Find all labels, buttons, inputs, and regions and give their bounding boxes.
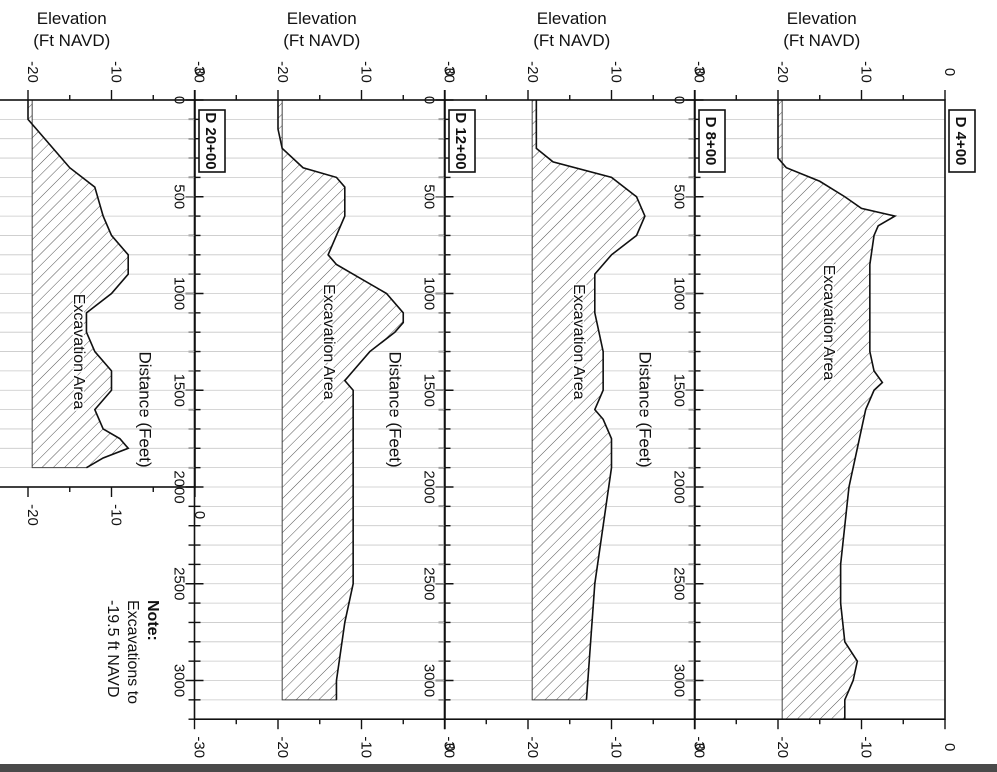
elevation-tick-label: 0	[441, 743, 458, 751]
section-title-box	[948, 109, 976, 173]
excavation-area-label: Excavation Area	[570, 284, 587, 400]
elevation-tick-label: -30	[191, 736, 208, 758]
ground-profile-line	[535, 100, 646, 700]
elevation-tick-label: -20	[524, 61, 541, 83]
elevation-tick-label: 0	[691, 743, 708, 751]
excavation-area	[27, 99, 130, 469]
section-title: D 8+00	[698, 109, 726, 173]
elevation-axis-title-unit: (Ft NAVD)	[283, 31, 360, 50]
distance-tick-label: 3000	[171, 664, 188, 697]
elevation-tick-label: -30	[691, 736, 708, 758]
excavation-area-label: Excavation Area	[320, 284, 337, 400]
excavation-area	[277, 99, 404, 701]
section-title: D 4+00	[948, 109, 976, 173]
elevation-tick-label: 0	[191, 511, 208, 519]
section-title-text: D 20+00	[202, 112, 219, 169]
ground-profile-line	[277, 100, 405, 700]
elevation-tick-label: -20	[524, 736, 541, 758]
elevation-tick-label: -30	[441, 61, 458, 83]
note-title: Note:	[144, 600, 161, 641]
elevation-tick-label: -20	[24, 61, 41, 83]
elevation-axis-title-unit: (Ft NAVD)	[33, 31, 110, 50]
elevation-tick-label: 0	[691, 68, 708, 76]
elevation-axis-title: Elevation	[787, 9, 857, 28]
elevation-tick-label: -20	[774, 736, 791, 758]
elevation-tick-label: 0	[441, 68, 458, 76]
excavation-area-label: Excavation Area	[820, 265, 837, 381]
elevation-tick-label: -20	[774, 61, 791, 83]
elevation-axis-title-unit: (Ft NAVD)	[533, 31, 610, 50]
bottom-rule	[0, 764, 997, 772]
elevation-tick-label: -20	[274, 61, 291, 83]
section-title-box	[198, 109, 226, 173]
section-title: D 20+00	[198, 109, 226, 173]
elevation-tick-label: -10	[108, 504, 125, 526]
elevation-tick-label: -10	[608, 736, 625, 758]
section-title: D 12+00	[448, 109, 476, 173]
elevation-tick-label: -20	[24, 504, 41, 526]
elevation-tick-label: -30	[441, 736, 458, 758]
elevation-axis-title: Elevation	[537, 9, 607, 28]
elevation-axis-title: Elevation	[287, 9, 357, 28]
section-title-box	[698, 109, 726, 173]
note: Note: Excavations to -19.5 ft NAVD	[104, 600, 161, 704]
elevation-axis-title: Elevation	[37, 9, 107, 28]
ground-profile-line	[777, 100, 898, 720]
elevation-tick-label: 0	[191, 68, 208, 76]
elevation-tick-label: -10	[858, 61, 875, 83]
section-title-text: D 4+00	[952, 117, 969, 166]
panel-d-20-00: 0500100015002000-30-30-20-20-10-1000Elev…	[0, 9, 226, 526]
elevation-tick-label: -10	[108, 61, 125, 83]
elevation-tick-label: -10	[608, 61, 625, 83]
elevation-tick-label: 0	[941, 743, 958, 751]
panel-d-8-00: 050010001500200025003000-30-30-20-20-10-…	[386, 9, 726, 758]
section-title-box	[448, 109, 476, 173]
elevation-tick-label: -10	[358, 61, 375, 83]
ground-profile-line	[27, 100, 130, 469]
elevation-tick-label: 0	[941, 68, 958, 76]
distance-tick-label: 2500	[171, 567, 188, 600]
elevation-tick-label: -10	[358, 736, 375, 758]
note-line-1: Excavations to	[124, 600, 141, 704]
elevation-tick-label: -30	[691, 61, 708, 83]
elevation-tick-label: -20	[274, 736, 291, 758]
section-title-text: D 8+00	[702, 117, 719, 166]
excavation-area-label: Excavation Area	[70, 294, 87, 410]
elevation-tick-label: -10	[858, 736, 875, 758]
panel-d-4-00: 050010001500200025003000-30-30-20-20-10-…	[636, 9, 976, 758]
elevation-tick-label: -30	[191, 61, 208, 83]
note-line-2: -19.5 ft NAVD	[104, 600, 121, 698]
section-title-text: D 12+00	[452, 112, 469, 169]
elevation-axis-title-unit: (Ft NAVD)	[783, 31, 860, 50]
